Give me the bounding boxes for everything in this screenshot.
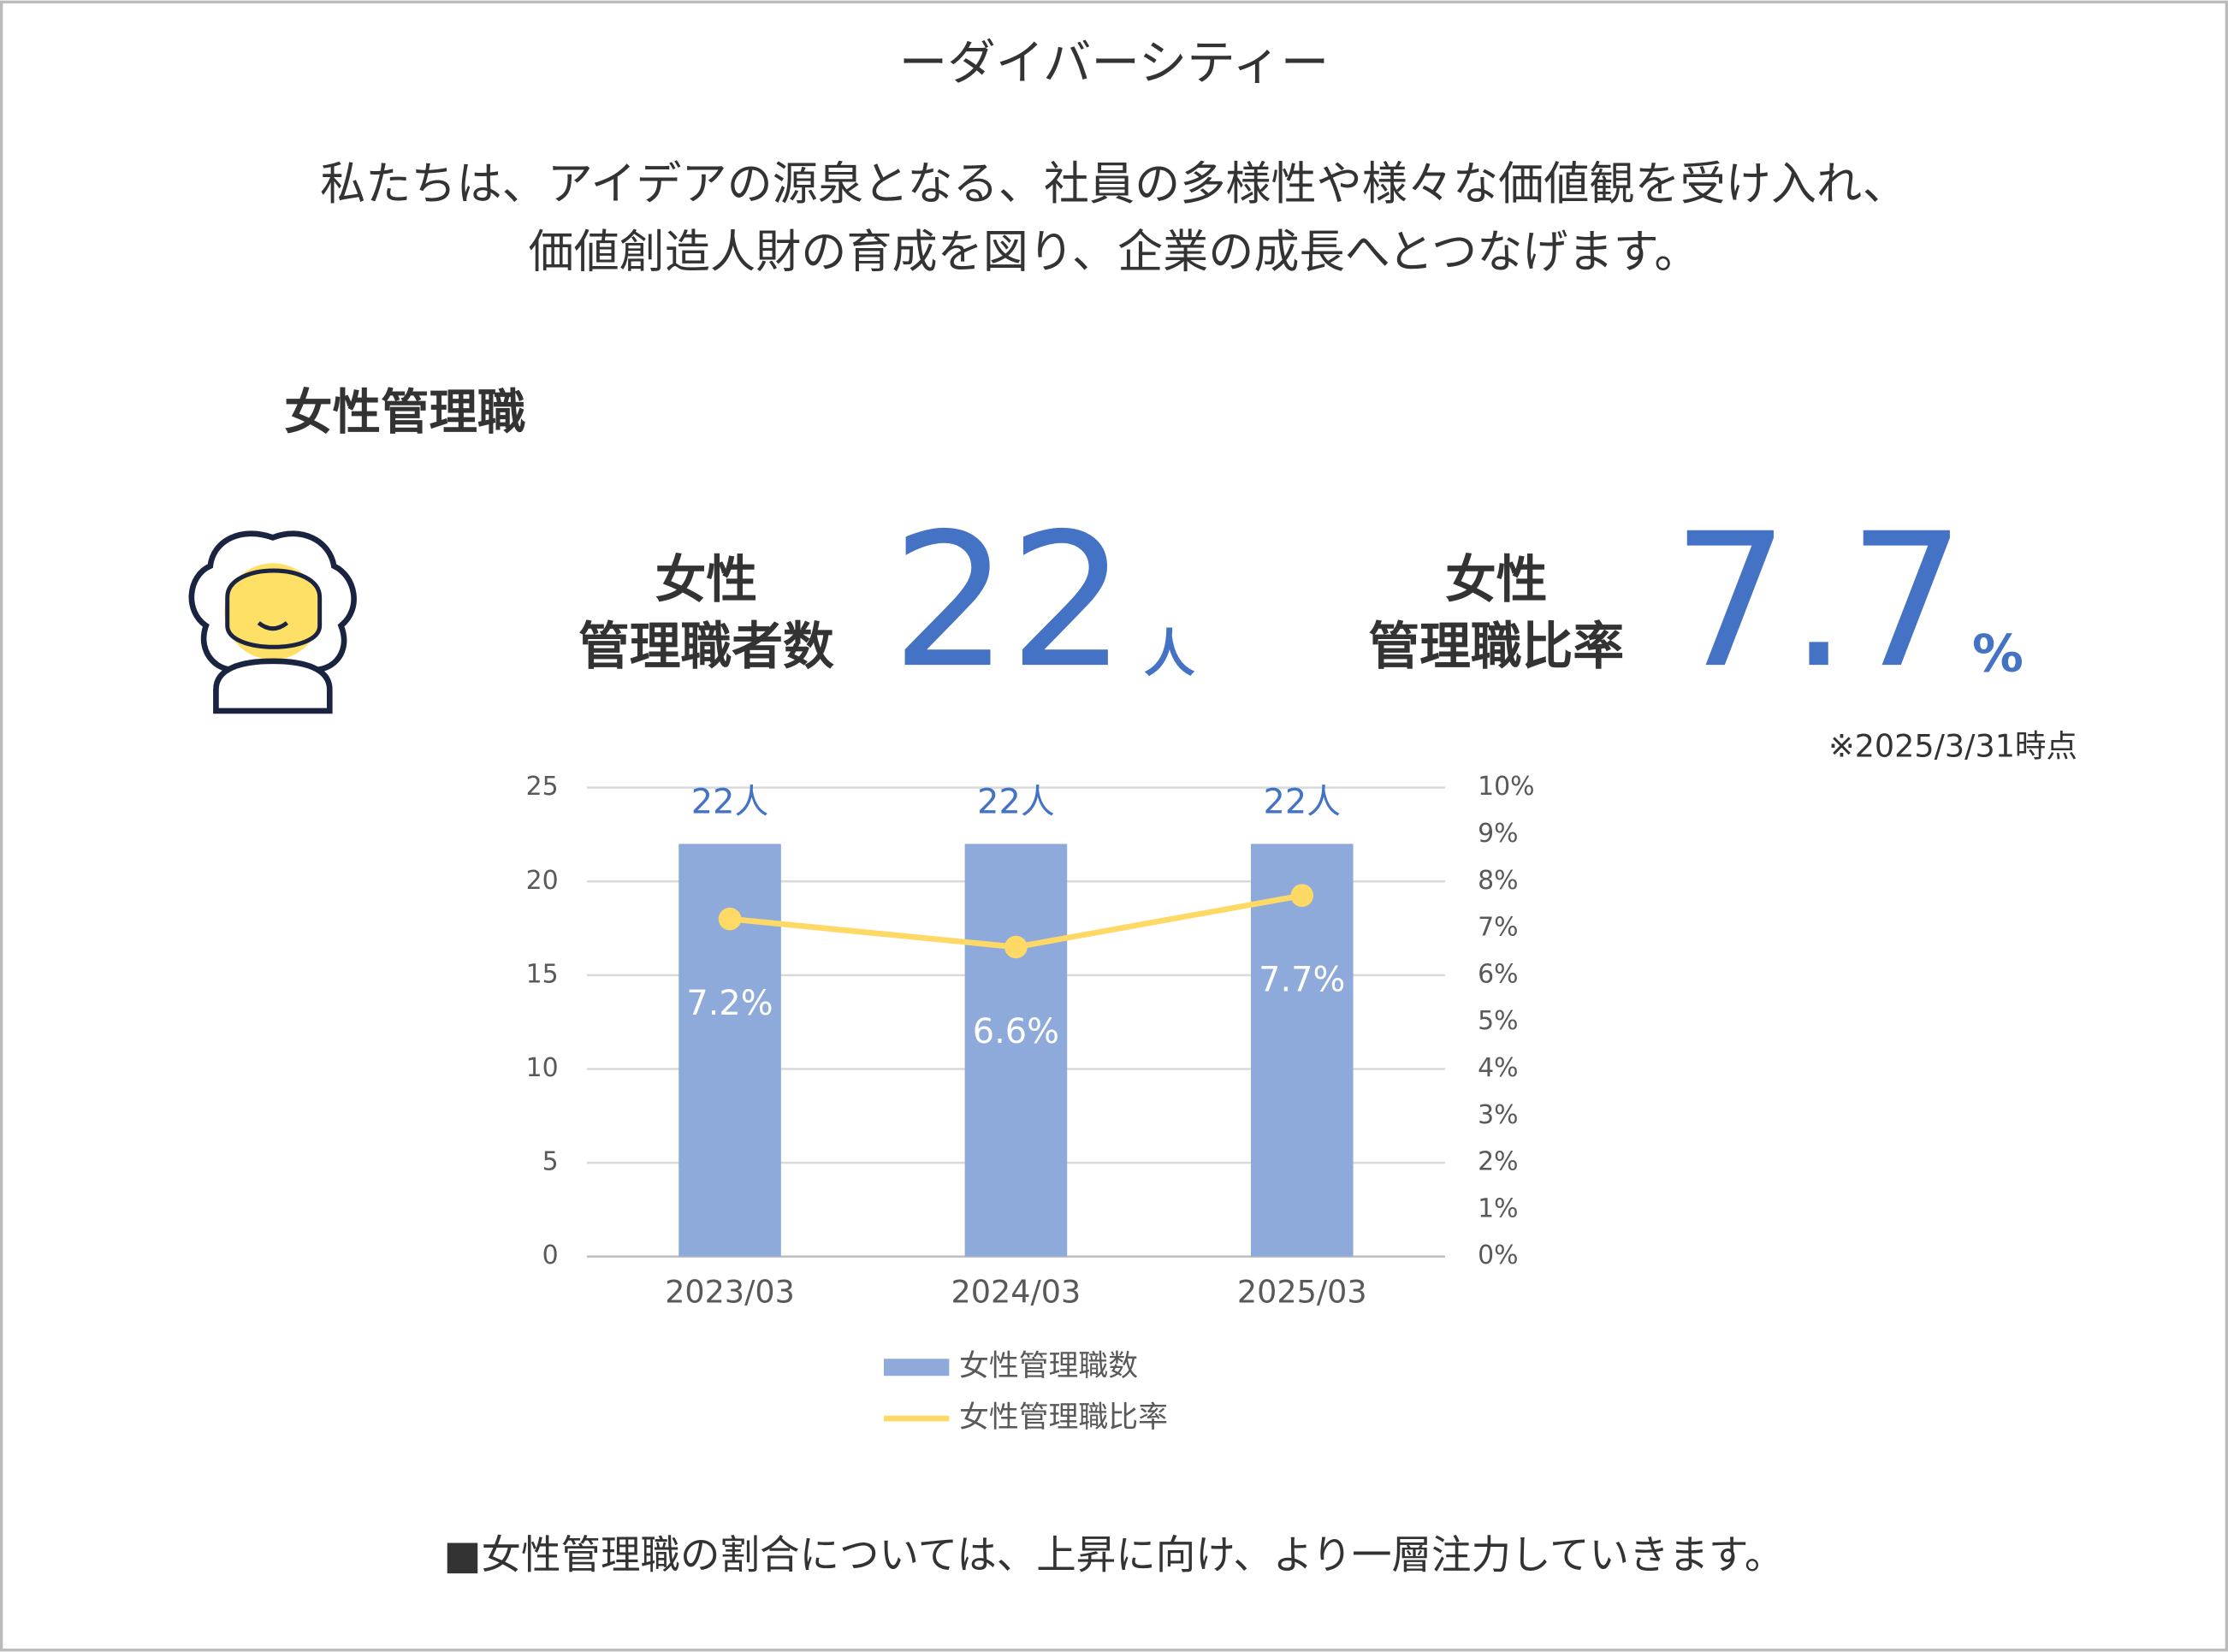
bar: [678, 844, 781, 1257]
bar: [964, 844, 1068, 1257]
bar-value-label: 22人: [691, 782, 769, 821]
legend-swatch: [883, 1359, 950, 1377]
legend-label: 女性管理職比率: [959, 1400, 1168, 1435]
bar: [1250, 844, 1354, 1257]
bar-value-label: 22人: [977, 782, 1055, 821]
stat-unit: %: [1972, 625, 2024, 684]
x-tick-label: 2023/03: [665, 1273, 795, 1310]
stat-label: 管理職者数: [578, 618, 834, 677]
y2-tick-label: 4%: [1478, 1053, 1518, 1083]
y2-tick-label: 0%: [1478, 1240, 1518, 1270]
page-title: ーダイバーシティー: [899, 36, 1329, 92]
line-point: [1004, 935, 1028, 959]
y2-tick-label: 7%: [1478, 913, 1518, 943]
y-tick-label: 0: [542, 1240, 559, 1270]
section-title: 女性管理職: [284, 385, 525, 441]
stat-label: 女性: [655, 551, 758, 610]
y2-tick-label: 2%: [1478, 1147, 1518, 1177]
line-value-label: 6.6%: [973, 1012, 1059, 1051]
line-value-label: 7.7%: [1259, 961, 1345, 1000]
y-tick-label: 5: [542, 1147, 559, 1177]
intro-line: 価値創造人財の育成を図り、企業の成長へとつなげます。: [528, 226, 1699, 279]
footer: ■女性管理職の割合については、上昇に向け、より一層注力していきます。: [444, 1531, 1785, 1578]
y2-tick-label: 3%: [1478, 1100, 1518, 1130]
line-point: [718, 907, 742, 931]
line-point: [1290, 884, 1314, 907]
x-tick-label: 2025/03: [1237, 1273, 1367, 1310]
y-tick-label: 25: [526, 772, 559, 802]
y-tick-label: 10: [526, 1053, 559, 1083]
note: ※2025/3/31時点: [1828, 728, 2077, 765]
y2-tick-label: 6%: [1478, 959, 1518, 989]
x-tick-label: 2024/03: [951, 1273, 1081, 1310]
stat-unit: 人: [1144, 625, 1195, 684]
y2-tick-label: 9%: [1478, 819, 1518, 849]
y-tick-label: 20: [526, 866, 559, 896]
stat-label: 女性: [1445, 551, 1548, 610]
line-value-label: 7.2%: [686, 984, 773, 1023]
woman-icon: [188, 530, 357, 714]
y2-tick-label: 10%: [1478, 772, 1534, 802]
y2-tick-label: 5%: [1478, 1006, 1518, 1036]
y2-tick-label: 1%: [1478, 1193, 1518, 1223]
legend-label: 女性管理職数: [959, 1349, 1138, 1383]
stat-label: 管理職比率: [1368, 618, 1624, 677]
y-tick-label: 15: [526, 959, 559, 989]
bar-value-label: 22人: [1263, 782, 1341, 821]
stat-value: 22: [892, 494, 1127, 708]
intro-line: 私たちは、アイデアの源泉となる、社員の多様性や様々な価値観を受け入れ、: [320, 157, 1908, 210]
stat-value: 7.7: [1672, 494, 1965, 708]
y2-tick-label: 8%: [1478, 866, 1518, 896]
